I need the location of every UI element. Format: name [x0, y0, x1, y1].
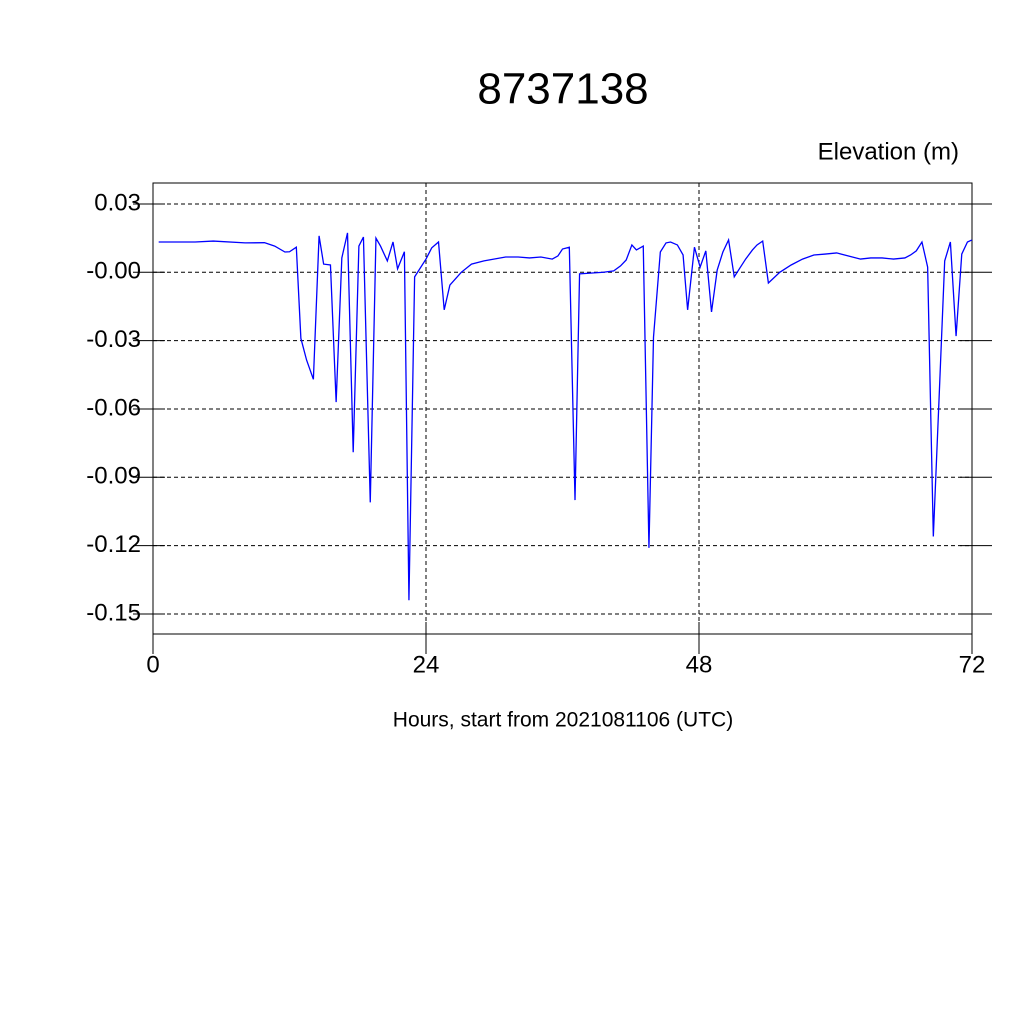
x-tick-label: 24 — [413, 651, 440, 678]
y-tick-label: -0.03 — [86, 326, 141, 353]
y-tick-label: -0.12 — [86, 531, 141, 558]
data-line — [158, 232, 973, 601]
y-tick-label: -0.09 — [86, 463, 141, 490]
x-tick-label: 0 — [146, 651, 159, 678]
x-axis-label: Hours, start from 2021081106 (UTC) — [393, 709, 733, 732]
x-tick-label: 72 — [959, 651, 986, 678]
y-tick-label: 0.03 — [94, 189, 141, 216]
y-tick-label: -0.00 — [86, 258, 141, 285]
y-tick-label: -0.15 — [86, 599, 141, 626]
chart-title: 8737138 — [477, 65, 648, 114]
x-tick-label: 48 — [686, 651, 713, 678]
chart-subtitle: Elevation (m) — [818, 138, 959, 165]
y-tick-label: -0.06 — [86, 394, 141, 421]
